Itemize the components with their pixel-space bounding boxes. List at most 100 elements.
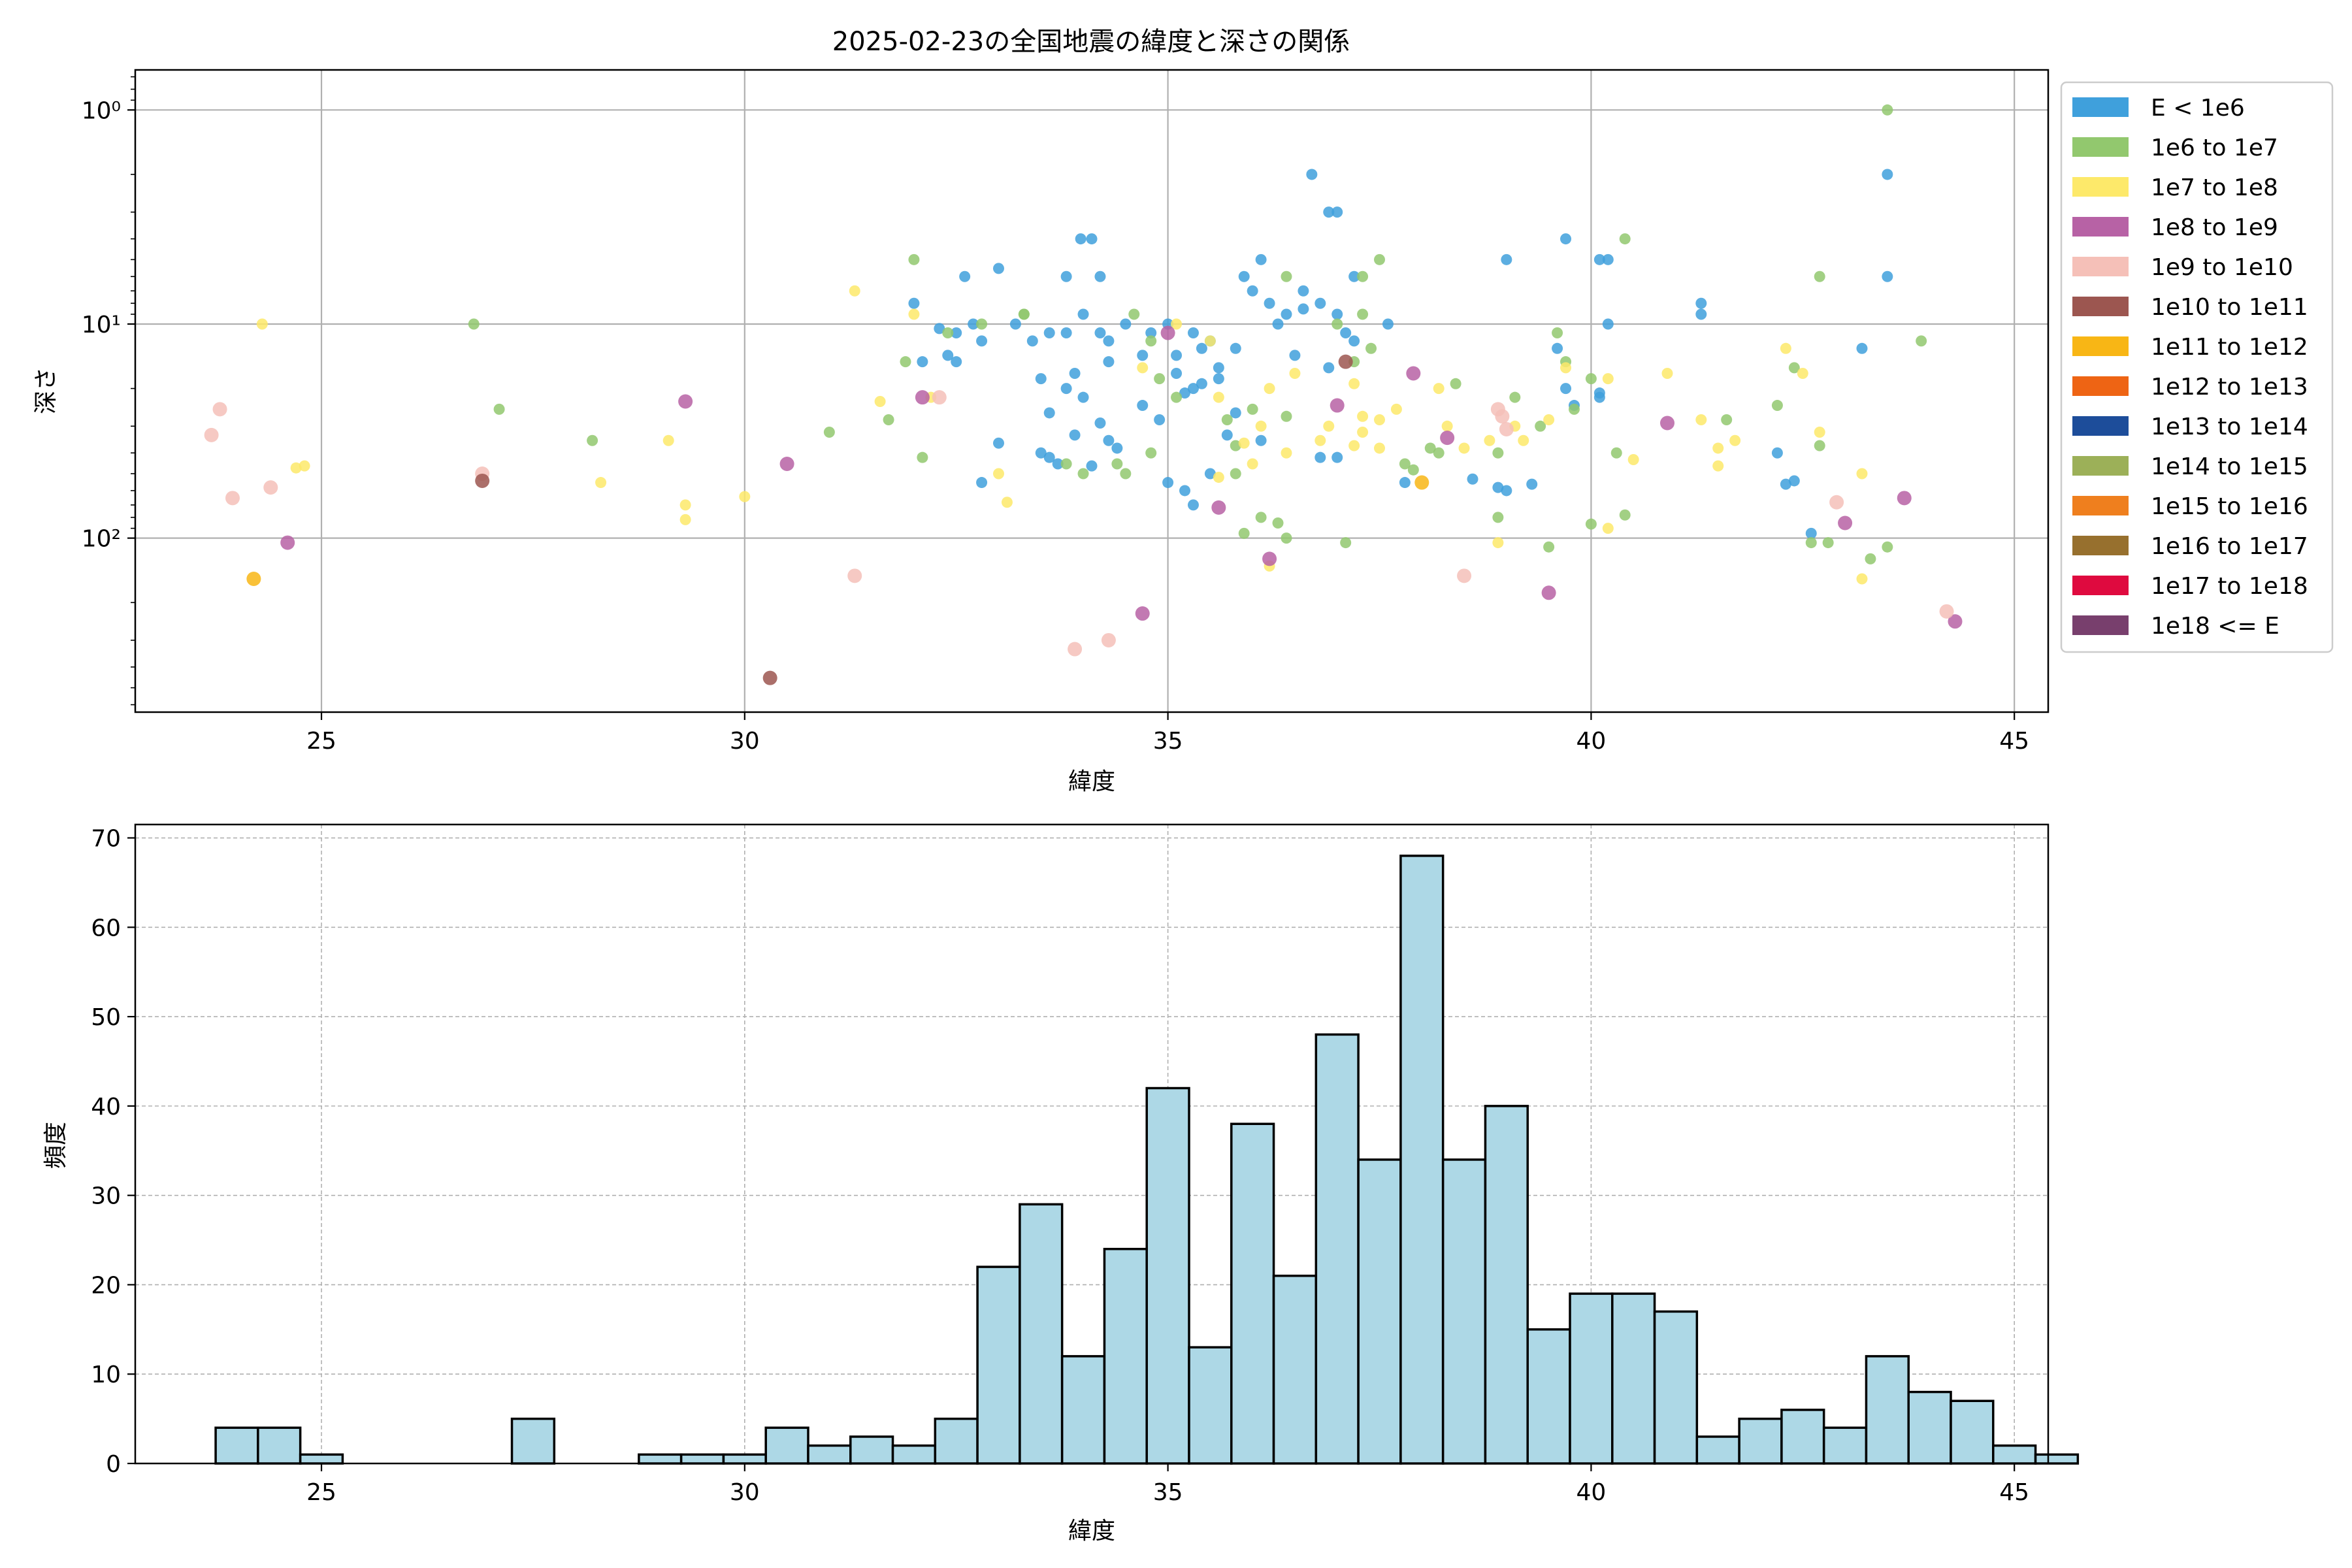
scatter-point (1340, 327, 1352, 339)
legend-label: 1e9 to 1e10 (2151, 254, 2293, 281)
scatter-point (1077, 468, 1089, 480)
scatter-point (1160, 325, 1175, 340)
scatter-chart: 2025-02-23の全国地震の緯度と深さの関係 25 30 35 40 45 10⁰1… (33, 27, 2334, 795)
scatter-point (1780, 478, 1791, 490)
scatter-point (1357, 270, 1369, 282)
scatter-point (1315, 451, 1326, 463)
scatter-point (1661, 367, 1673, 379)
scatter-point (1814, 440, 1825, 451)
scatter-point (1330, 398, 1345, 413)
scatter-point (1111, 442, 1123, 454)
scatter-point (1712, 460, 1724, 472)
scatter-point (1659, 416, 1674, 431)
histogram-bar (1484, 1105, 1529, 1465)
scatter-point (1373, 253, 1385, 265)
scatter-point (1543, 541, 1555, 553)
scatter-point (874, 395, 886, 407)
scatter-point (779, 457, 794, 472)
scatter-point (1009, 318, 1021, 330)
scatter-point (1171, 391, 1183, 403)
scatter-point (1729, 434, 1741, 446)
scatter-point (1213, 373, 1224, 385)
scatter-point (493, 403, 505, 415)
scatter-point (1120, 468, 1132, 480)
scatter-point (1948, 614, 1963, 629)
scatter-point (1373, 414, 1385, 425)
histogram-bar (764, 1426, 809, 1465)
legend-swatch (2072, 576, 2129, 595)
scatter-point (1221, 429, 1233, 441)
scatter-point (1499, 421, 1514, 436)
x-tick-label: 30 (730, 728, 760, 755)
y-tick-label: 10⁰ (82, 97, 121, 124)
scatter-point (992, 263, 1004, 274)
scatter-point (1255, 434, 1267, 446)
scatter-point (1568, 403, 1580, 415)
scatter-point (1627, 454, 1639, 466)
histogram-bar (1907, 1390, 1952, 1465)
histogram-bar (299, 1453, 344, 1465)
histogram-bar (1399, 855, 1445, 1465)
scatter-point (1103, 434, 1115, 446)
scatter-point (1348, 335, 1360, 347)
legend: E < 1e6 1e6 to 1e7 1e7 to 1e8 1e8 to 1e9 1e9… (2060, 81, 2334, 653)
scatter-point (1357, 308, 1369, 320)
scatter-point (1331, 206, 1343, 218)
histogram-bar (1569, 1292, 1614, 1465)
histogram-bar (1357, 1158, 1402, 1465)
grid-lines (135, 825, 2048, 1464)
histogram-bar (849, 1435, 894, 1465)
scatter-point (1357, 426, 1369, 438)
y-tick-label: 30 (91, 1183, 121, 1210)
scatter-point (1103, 356, 1115, 368)
scatter-point (1145, 327, 1157, 339)
scatter-point (1262, 551, 1277, 566)
scatter-point (1145, 447, 1157, 459)
scatter-point (1780, 342, 1791, 354)
scatter-point (299, 460, 310, 472)
legend-label: 1e6 to 1e7 (2151, 135, 2278, 161)
y-tick-label: 70 (91, 826, 121, 853)
scatter-point (1399, 458, 1411, 470)
histogram-bar (722, 1453, 767, 1465)
scatter-point (1043, 407, 1055, 419)
scatter-point (1441, 420, 1453, 432)
scatter-point (263, 480, 278, 495)
grid-lines (135, 70, 2048, 712)
legend-label: 1e17 to 1e18 (2151, 573, 2308, 600)
scatter-point (1495, 409, 1510, 424)
scatter-point (1264, 383, 1275, 395)
legend-label: 1e14 to 1e15 (2151, 453, 2308, 480)
scatter-point (739, 491, 751, 502)
scatter-point (280, 535, 295, 550)
scatter-point (1281, 447, 1292, 459)
scatter-point (1602, 318, 1614, 330)
histogram-bar (1738, 1417, 1783, 1465)
y-axis-label: 頻度 (42, 1122, 69, 1169)
scatter-point (1238, 527, 1250, 539)
scatter-point (992, 437, 1004, 449)
scatter-point (1712, 442, 1724, 454)
scatter-point (1035, 447, 1047, 459)
scatter-point (225, 491, 240, 506)
scatter-points (204, 104, 1963, 685)
x-tick-label: 35 (1153, 728, 1183, 755)
scatter-point (1882, 541, 1893, 553)
y-tick-label: 10² (82, 526, 121, 553)
scatter-point (1348, 270, 1360, 282)
scatter-point (908, 308, 920, 320)
y-tick-label: 50 (91, 1004, 121, 1031)
scatter-point (1331, 308, 1343, 320)
histogram-bar (510, 1417, 556, 1465)
scatter-point (1035, 373, 1047, 385)
histogram-bar (1526, 1328, 1571, 1465)
scatter-point (1585, 518, 1597, 530)
x-axis: 25 30 35 40 45 (306, 1463, 2029, 1506)
scatter-point (976, 318, 988, 330)
scatter-point (1120, 318, 1132, 330)
scatter-point (1238, 270, 1250, 282)
scatter-point (1196, 378, 1207, 389)
scatter-point (1213, 362, 1224, 374)
scatter-point (1340, 537, 1352, 549)
scatter-point (1086, 460, 1098, 472)
